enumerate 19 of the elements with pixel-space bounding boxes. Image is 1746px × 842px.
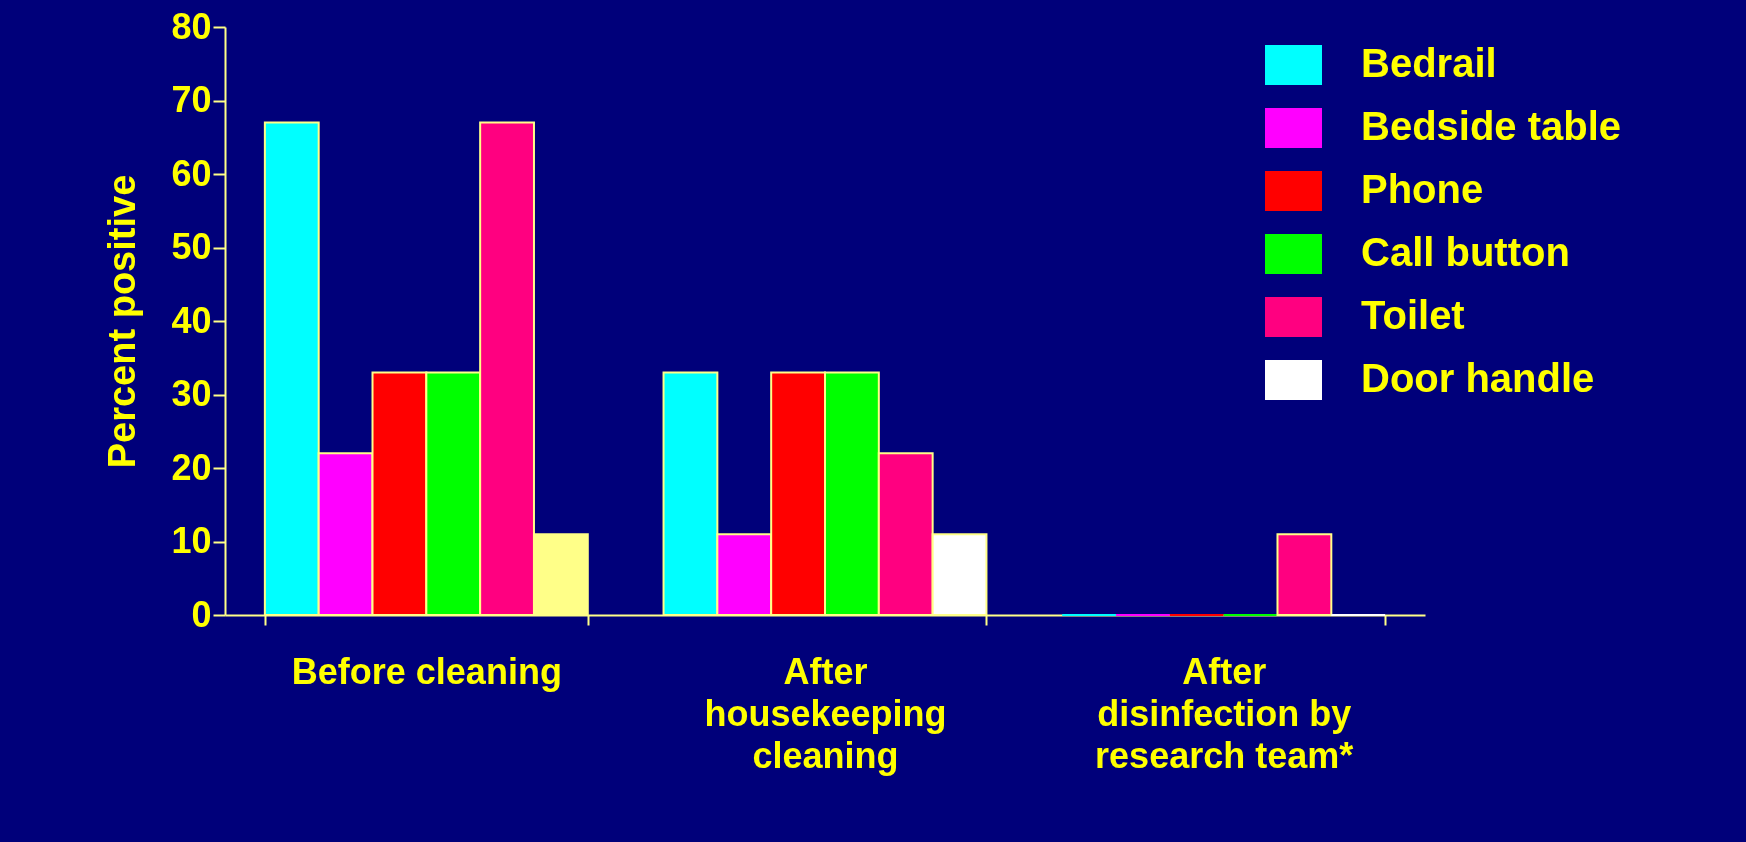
- legend-label: Call button: [1361, 230, 1570, 274]
- y-tick-label: 70: [171, 79, 212, 120]
- y-tick-label: 60: [171, 152, 212, 194]
- y-tick-label: 50: [171, 226, 212, 267]
- y-tick-label: 80: [171, 5, 212, 47]
- y-tick-label: 10: [171, 520, 212, 561]
- y-tick-label: 0: [191, 593, 212, 635]
- legend-label: Bedrail: [1361, 41, 1497, 85]
- legend-label: Phone: [1361, 167, 1484, 211]
- x-tick-label: After housekeeping cleaning: [704, 650, 947, 776]
- legend-label: Door handle: [1361, 356, 1595, 400]
- x-tick-label: After disinfection by research team*: [1095, 650, 1354, 776]
- y-tick-label: 40: [171, 299, 212, 341]
- y-axis-title: Percent positive: [101, 174, 144, 469]
- legend-label: Toilet: [1361, 293, 1465, 337]
- legend-label: Bedside table: [1361, 104, 1622, 148]
- x-tick-label: Before cleaning: [291, 650, 562, 692]
- y-tick-label: 20: [171, 446, 212, 488]
- y-tick-label: 30: [171, 373, 212, 414]
